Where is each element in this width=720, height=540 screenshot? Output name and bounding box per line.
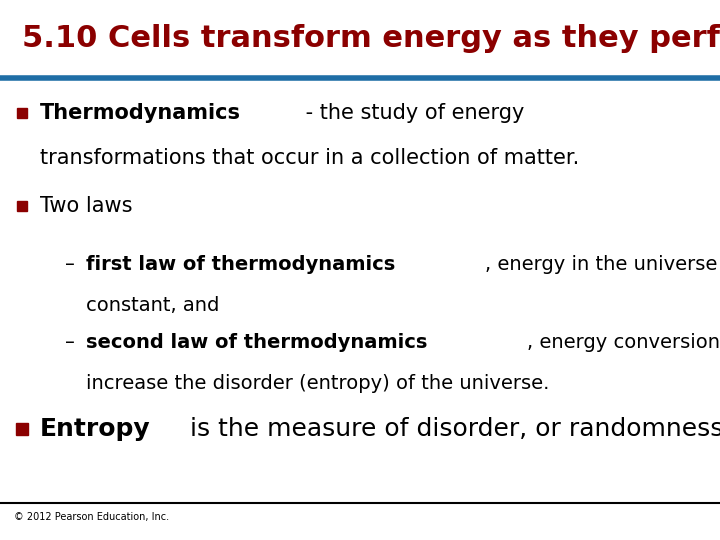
Text: second law of thermodynamics: second law of thermodynamics	[86, 333, 428, 353]
Text: , energy in the universe is: , energy in the universe is	[485, 255, 720, 274]
Text: first law of thermodynamics: first law of thermodynamics	[86, 255, 396, 274]
Text: © 2012 Pearson Education, Inc.: © 2012 Pearson Education, Inc.	[14, 512, 169, 522]
Text: Entropy: Entropy	[40, 417, 150, 441]
Text: Thermodynamics: Thermodynamics	[40, 103, 240, 124]
Text: constant, and: constant, and	[86, 295, 220, 315]
Text: 5.10 Cells transform energy as they perform work: 5.10 Cells transform energy as they perf…	[22, 24, 720, 53]
Text: –: –	[65, 333, 75, 353]
Text: - the study of energy: - the study of energy	[299, 103, 524, 124]
Text: is the measure of disorder, or randomness.: is the measure of disorder, or randomnes…	[182, 417, 720, 441]
Text: increase the disorder (entropy) of the universe.: increase the disorder (entropy) of the u…	[86, 374, 550, 393]
Text: transformations that occur in a collection of matter.: transformations that occur in a collecti…	[40, 147, 579, 168]
Text: , energy conversions: , energy conversions	[527, 333, 720, 353]
Text: –: –	[65, 255, 75, 274]
Text: Two laws: Two laws	[40, 196, 132, 217]
